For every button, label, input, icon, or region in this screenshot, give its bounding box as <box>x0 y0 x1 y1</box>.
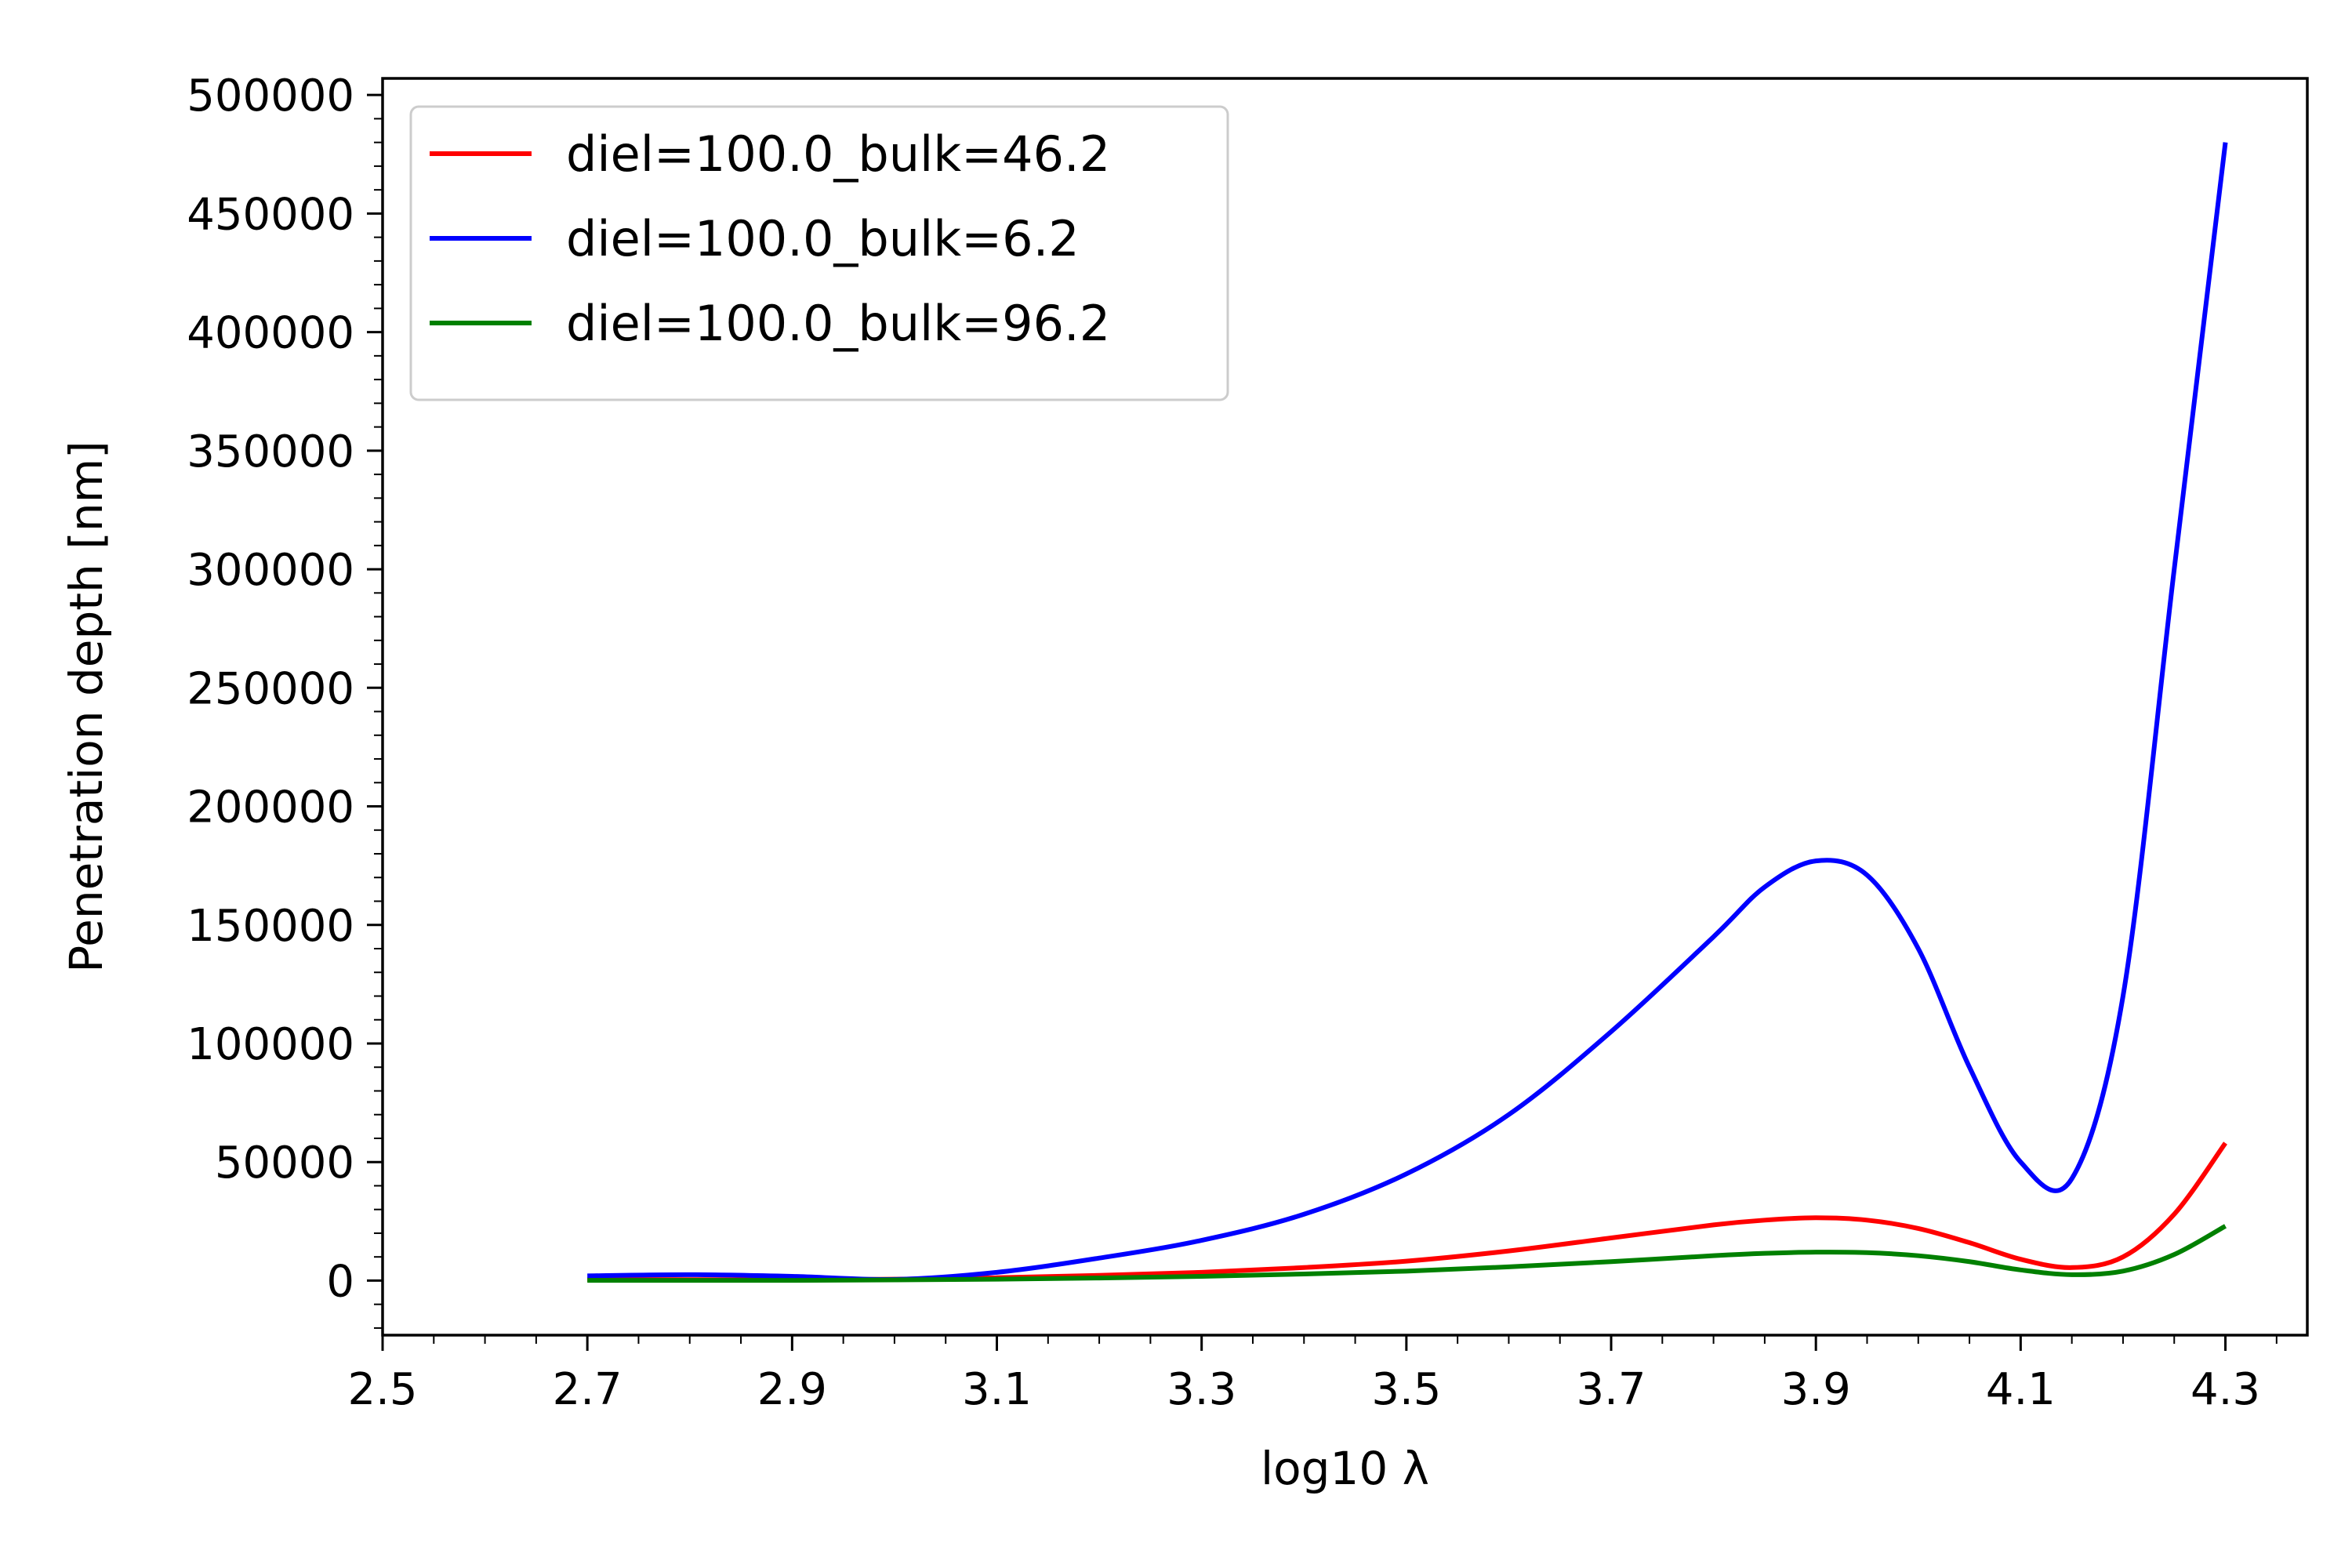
legend-label-3: diel=100.0_bulk=96.2 <box>566 295 1110 352</box>
plot-frame <box>381 77 2309 1337</box>
x-tick-label: 4.1 <box>1986 1364 2056 1415</box>
x-tick-label: 3.3 <box>1167 1364 1236 1415</box>
legend: diel=100.0_bulk=46.2 diel=100.0_bulk=6.2d… <box>409 105 1229 401</box>
legend-box <box>409 105 1229 401</box>
x-tick-label: 4.3 <box>2190 1364 2260 1415</box>
y-tick-label: 150000 <box>187 901 354 952</box>
x-tick-label: 2.7 <box>553 1364 622 1415</box>
y-tick-label: 350000 <box>187 426 354 477</box>
series-line-2 <box>587 142 2228 1283</box>
series-layer <box>587 142 2228 1283</box>
x-tick-label: 3.1 <box>962 1364 1032 1415</box>
x-tick-label: 2.5 <box>347 1364 417 1415</box>
x-tick-label: 3.9 <box>1781 1364 1851 1415</box>
minor-ticks <box>374 118 2278 1344</box>
major-ticks <box>367 93 2227 1351</box>
y-tick-label: 400000 <box>187 308 354 359</box>
y-tick-label: 200000 <box>187 782 354 833</box>
x-tick-label: 3.5 <box>1371 1364 1441 1415</box>
y-tick-label: 100000 <box>187 1019 354 1070</box>
y-axis-label: Penetration depth [nm] <box>60 441 113 972</box>
x-tick-label: 3.7 <box>1576 1364 1646 1415</box>
y-tick-label: 300000 <box>187 545 354 596</box>
x-tick-label: 2.9 <box>757 1364 827 1415</box>
y-tick-label: 250000 <box>187 663 354 714</box>
legend-label-1: diel=100.0_bulk=46.2 <box>566 125 1110 183</box>
series-line-3 <box>587 1224 2227 1283</box>
x-axis-label: log10 λ <box>1261 1442 1429 1495</box>
y-tick-label: 50000 <box>215 1138 354 1189</box>
y-tick-label: 450000 <box>187 189 354 240</box>
y-tick-label: 0 <box>326 1256 354 1307</box>
legend-label-2: diel=100.0_bulk=6.2 <box>566 210 1080 267</box>
y-tick-label: 500000 <box>187 71 354 122</box>
